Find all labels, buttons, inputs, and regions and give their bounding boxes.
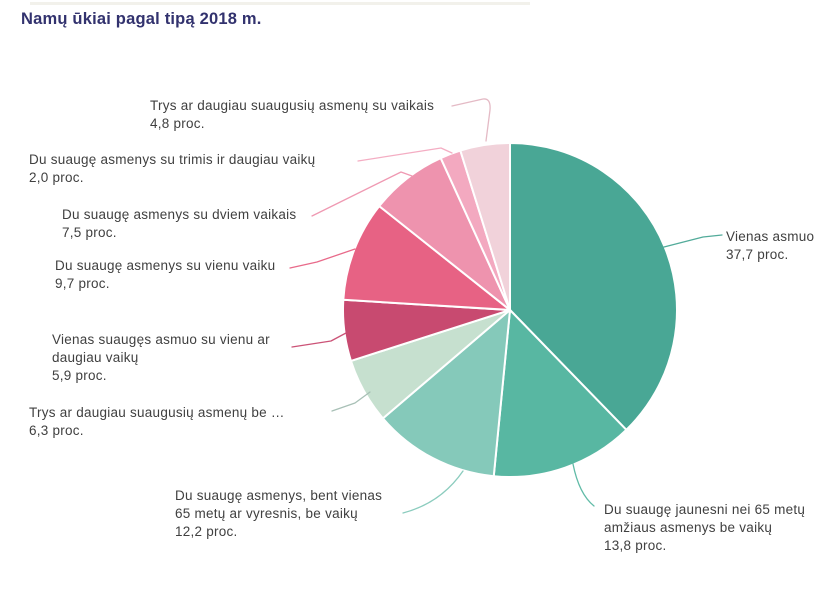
slice-label: Trys ar daugiau suaugusių asmenų su vaik… [150,98,435,113]
slice-value: 37,7 proc. [726,247,789,262]
leader-line-6 [311,171,413,217]
slice-label: Du suaugę asmenys su trimis ir daugiau v… [29,152,316,167]
slice-value: 9,7 proc. [55,276,110,291]
pie-slice-1[interactable] [492,309,628,478]
leader-line-2 [402,470,464,514]
slice-callout-0: Vienas asmuo 37,7 proc. [726,228,814,264]
slice-callout-4: Vienas suaugęs asmuo su vienu ar daugiau … [52,331,270,385]
pie-slice-8[interactable] [459,142,511,311]
cropped-text-artifact [30,2,530,5]
slice-callout-3: Trys ar daugiau suaugusių asmenų be … 6,3… [29,404,285,440]
slice-label: 65 metų ar vyresnis, be vaikų [175,506,358,521]
slice-label: amžiaus asmenys be vaikų [604,520,773,535]
slice-callout-8: Trys ar daugiau suaugusių asmenų su vaik… [150,97,434,133]
leader-line-1 [572,463,595,507]
slice-value: 5,9 proc. [52,368,107,383]
slice-label: Du suaugę jaunesni nei 65 metų [604,502,806,517]
slice-value: 4,8 proc. [150,116,205,131]
slice-label: Trys ar daugiau suaugusių asmenų be … [29,405,285,420]
leader-line-7 [357,147,453,162]
leader-line-4 [291,332,347,348]
slice-label: Du suaugę asmenys su vienu vaiku [55,258,276,273]
chart-title: Namų ūkiai pagal tipą 2018 m. [21,10,262,28]
slice-value: 2,0 proc. [29,170,84,185]
slice-value: 6,3 proc. [29,423,84,438]
slice-value: 13,8 proc. [604,538,667,553]
pie-slice-2[interactable] [381,309,511,478]
slice-label: Du suaugę asmenys su dviem vaikais [62,207,297,222]
leader-line-5 [289,248,356,269]
slice-label: Du suaugę asmenys, bent vienas [175,488,383,503]
slice-value: 12,2 proc. [175,524,238,539]
slice-callout-5: Du suaugę asmenys su vienu vaiku 9,7 proc… [55,257,275,293]
slice-callout-1: Du suaugę jaunesni nei 65 metų amžiaus as… [604,501,805,555]
slice-label: Vienas asmuo [726,229,815,244]
slice-value: 7,5 proc. [62,225,117,240]
slice-label: daugiau vaikų [52,350,139,365]
slice-callout-6: Du suaugę asmenys su dviem vaikais 7,5 pr… [62,206,296,242]
leader-line-8 [451,98,491,142]
pie-slice-5[interactable] [342,205,511,311]
leader-line-0 [663,234,723,248]
slice-callout-2: Du suaugę asmenys, bent vienas 65 metų ar… [175,487,382,541]
slice-callout-7: Du suaugę asmenys su trimis ir daugiau v… [29,151,315,187]
leader-line-3 [331,391,371,412]
slice-label: Vienas suaugęs asmuo su vienu ar [52,332,270,347]
